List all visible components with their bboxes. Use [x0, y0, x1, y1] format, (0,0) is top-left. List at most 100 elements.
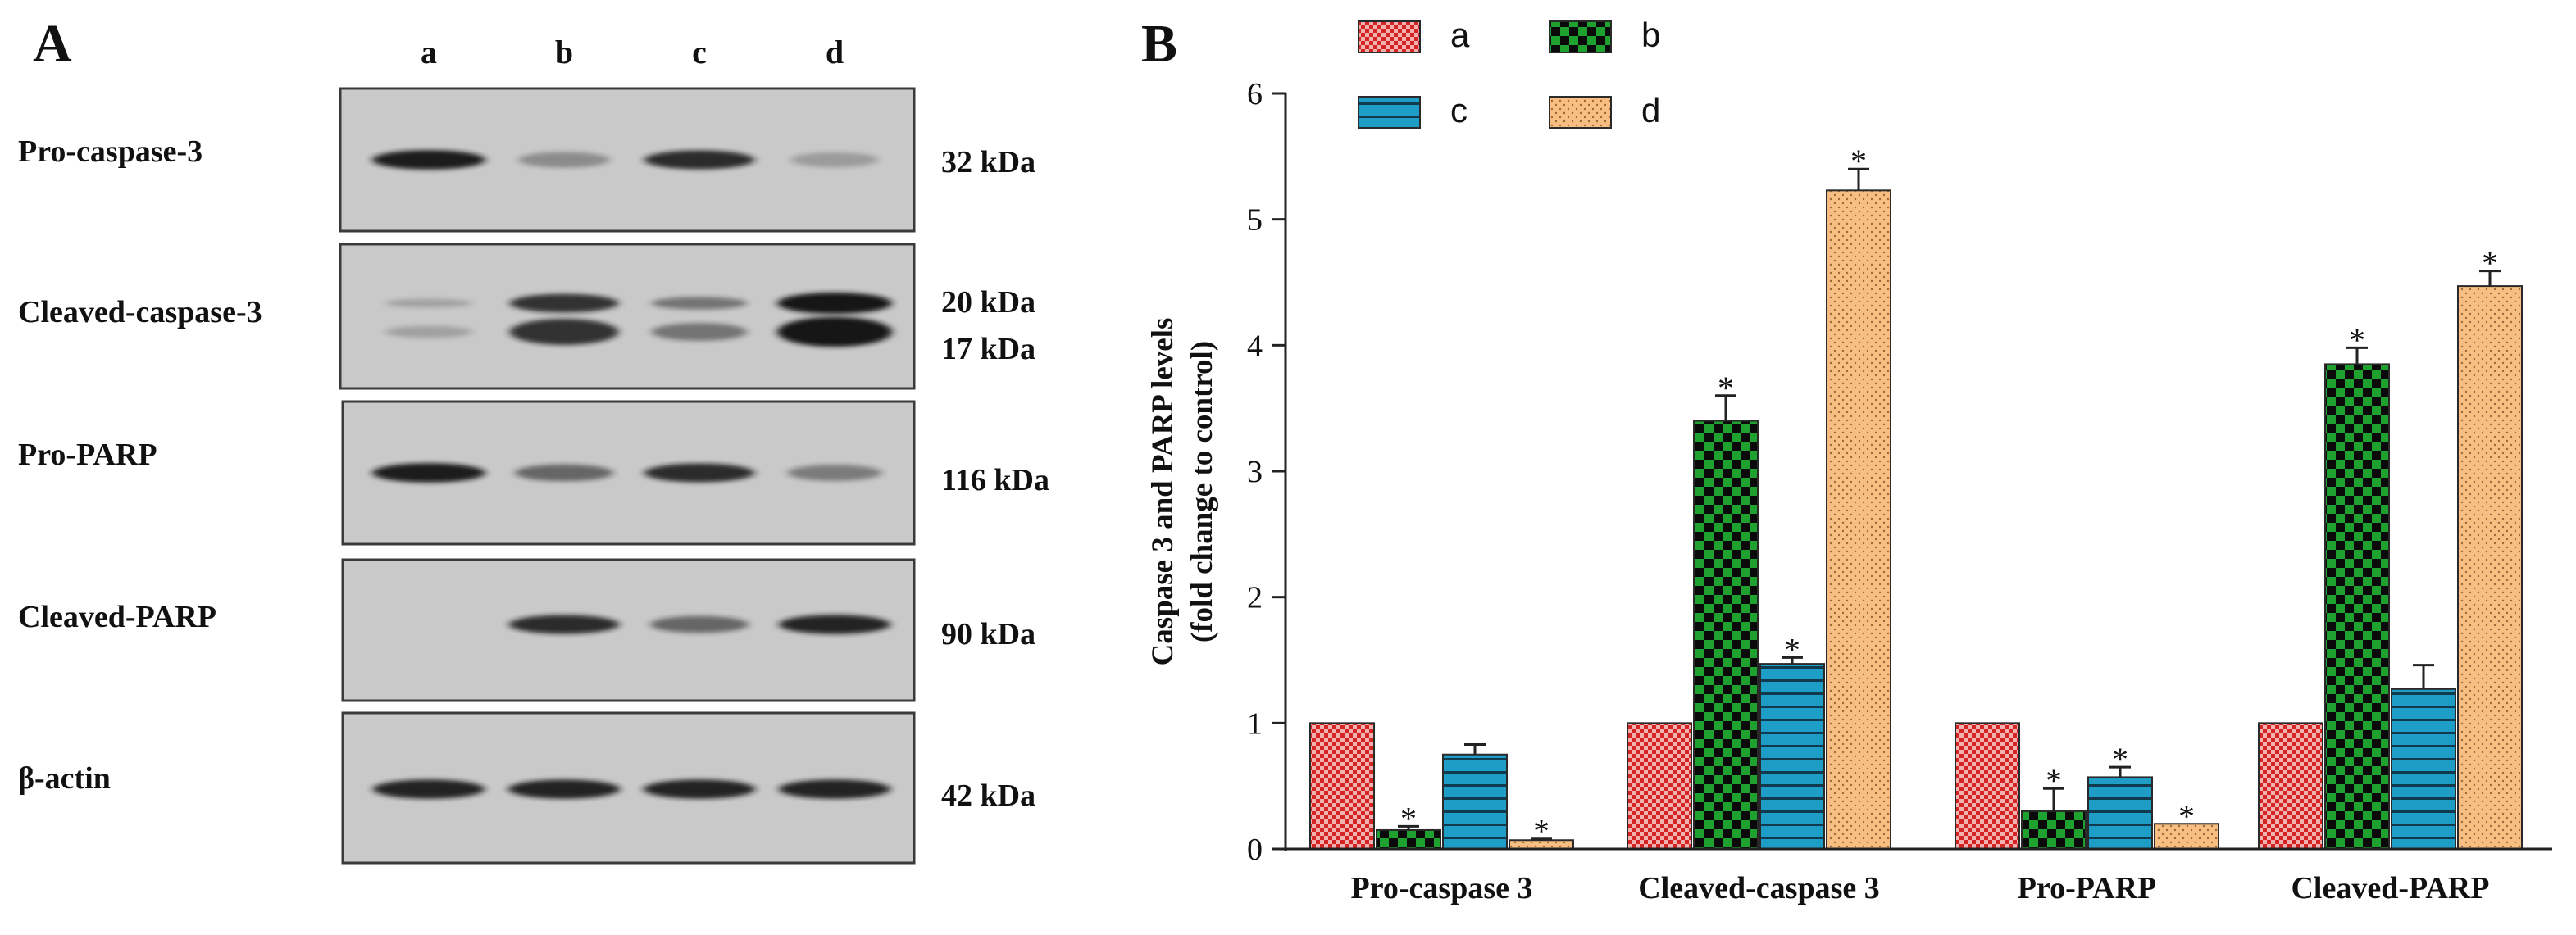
legend-label-a: a — [1450, 16, 1470, 54]
bar-a-0 — [1309, 722, 1375, 850]
bar-a-1 — [1627, 722, 1692, 850]
significance-marker: * — [2112, 741, 2128, 778]
legend-swatch-c — [1358, 96, 1421, 129]
blot-band — [777, 293, 892, 314]
y-axis-title-line-1: Caspase 3 and PARP levels — [1146, 318, 1180, 666]
legend-item-b: b — [1549, 16, 1660, 54]
y-axis-title-line-2: (fold change to control) — [1186, 341, 1219, 642]
y-tick-label: 4 — [1247, 329, 1263, 363]
y-tick-label: 2 — [1247, 581, 1263, 615]
legend-item-d: d — [1549, 91, 1660, 129]
bar-b-1: * — [1693, 370, 1759, 850]
bar-c — [1442, 753, 1508, 850]
blot-band — [651, 297, 748, 310]
blot-band — [777, 316, 892, 347]
blot-band — [778, 615, 891, 634]
x-category-label: Cleaved-PARP — [2291, 871, 2489, 905]
legend-item-c: c — [1358, 91, 1468, 129]
blot-label: β-actin — [18, 761, 111, 796]
panel-a-western-blot: A a b c d Pro-caspase-3 32 kDa Cleaved-caspas… — [18, 14, 1049, 865]
y-tick-label: 6 — [1247, 77, 1263, 111]
blot-band — [385, 298, 472, 308]
bar-d-1: * — [1826, 143, 1891, 851]
x-category-label: Cleaved-caspase 3 — [1638, 871, 1879, 905]
bar-d — [1826, 189, 1891, 851]
bar-c-3 — [2391, 664, 2456, 850]
bar-c-2: * — [2087, 741, 2153, 850]
kda-marker: 116 kDa — [941, 463, 1049, 497]
blot-band — [644, 463, 755, 483]
bar-b-0: * — [1376, 800, 1441, 851]
blot-band — [372, 779, 485, 799]
blot-band — [508, 615, 620, 634]
kda-marker: 90 kDa — [941, 617, 1035, 651]
lane-labels: a b c d — [421, 34, 844, 70]
kda-marker: 20 kDa — [941, 285, 1035, 320]
significance-marker: * — [2349, 321, 2365, 358]
bar-a-3 — [2258, 722, 2323, 850]
legend-label-b: b — [1641, 16, 1660, 54]
bar-a-2 — [1955, 722, 2020, 850]
bar-b — [1693, 420, 1759, 850]
bar-b — [2021, 810, 2087, 851]
bar-a — [1955, 722, 2020, 850]
blot-panels: Pro-caspase-3 32 kDa Cleaved-caspase-3 20 k… — [18, 87, 1049, 865]
blot-panel-4: Cleaved-PARP 90 kDa — [18, 558, 1035, 702]
blot-panel-2: Cleaved-caspase-3 20 kDa 17 kDa — [18, 243, 1035, 390]
significance-marker: * — [1850, 143, 1867, 179]
chart-bars: * * * * * * * * * * — [1309, 143, 2523, 851]
bar-d — [2457, 285, 2523, 850]
significance-marker: * — [2178, 797, 2195, 834]
blot-label: Pro-PARP — [18, 438, 157, 472]
blot-band — [787, 465, 882, 481]
blot-band — [643, 779, 756, 799]
significance-marker: * — [1400, 800, 1417, 837]
lane-label-d: d — [826, 34, 844, 70]
bar-c — [2087, 776, 2153, 850]
blot-panel-5: β-actin 42 kDa — [18, 711, 1035, 865]
legend-label-d: d — [1641, 91, 1660, 129]
legend-swatch-d — [1549, 96, 1612, 129]
kda-marker: 32 kDa — [941, 145, 1035, 179]
chart-axes: 0 1 2 3 4 5 6 Pro-caspase 3 Cleaved-caspase 3 Pro… — [1247, 77, 2552, 905]
bar-b-3: * — [2324, 321, 2390, 850]
blot-membrane — [339, 243, 916, 390]
blot-band — [371, 150, 486, 170]
y-tick-label: 3 — [1247, 455, 1263, 489]
lane-label-b: b — [555, 34, 573, 70]
lane-label-a: a — [421, 34, 437, 70]
kda-marker: 42 kDa — [941, 778, 1035, 813]
bar-d-3: * — [2457, 245, 2523, 850]
legend-swatch-a — [1358, 20, 1421, 53]
kda-marker: 17 kDa — [941, 332, 1035, 366]
blot-band — [649, 615, 749, 633]
bar-d — [2154, 823, 2219, 850]
significance-marker: * — [2046, 762, 2062, 799]
bar-b — [2324, 363, 2390, 850]
blot-band — [509, 293, 619, 313]
bar-c-0 — [1442, 742, 1508, 850]
x-category-label: Pro-caspase 3 — [1351, 871, 1533, 905]
x-category-label: Pro-PARP — [2018, 871, 2157, 905]
lane-label-c: c — [692, 34, 707, 70]
blot-band — [778, 779, 891, 799]
blot-band — [514, 464, 614, 482]
significance-marker: * — [1784, 631, 1800, 668]
blot-band — [509, 319, 619, 345]
legend-swatch-b — [1549, 20, 1612, 53]
panel-a-label: A — [33, 14, 72, 74]
legend-item-a: a — [1358, 16, 1470, 54]
significance-marker: * — [1533, 813, 1550, 850]
blot-label: Cleaved-PARP — [18, 600, 216, 634]
y-tick-label: 1 — [1247, 706, 1263, 741]
y-axis-title: Caspase 3 and PARP levels (fold change t… — [1146, 318, 1219, 666]
y-tick-label: 5 — [1247, 203, 1263, 238]
blot-label: Cleaved-caspase-3 — [18, 295, 262, 329]
bar-b-2: * — [2021, 762, 2087, 851]
bar-a — [1627, 722, 1692, 850]
blot-band — [385, 325, 472, 338]
bar-a — [1309, 722, 1375, 850]
blot-band — [518, 152, 610, 168]
bar-c — [1759, 663, 1825, 850]
